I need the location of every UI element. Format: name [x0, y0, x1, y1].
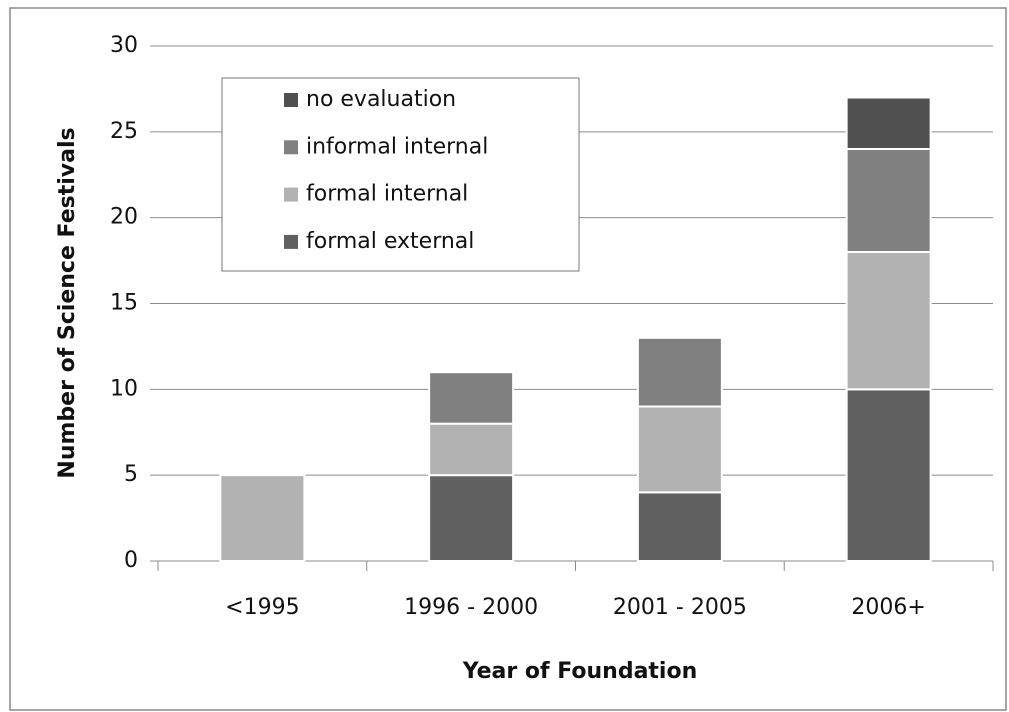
legend-label: formal internal — [306, 182, 468, 207]
y-axis-label: Number of Science Festivals — [55, 127, 80, 478]
bar-segment — [428, 371, 515, 425]
y-tick-label: 15 — [110, 291, 138, 316]
bar-segment — [845, 251, 932, 391]
y-tick-label: 20 — [110, 205, 138, 230]
y-tick-label: 25 — [110, 119, 138, 144]
bar-segment — [219, 474, 306, 562]
bar-segment — [636, 405, 723, 494]
legend-label: informal internal — [306, 134, 488, 159]
bar-segment — [636, 336, 723, 408]
legend-label: formal external — [306, 229, 474, 254]
legend-swatch — [284, 234, 298, 249]
bar-segment — [845, 148, 932, 253]
bar-segment — [428, 422, 515, 477]
x-tick-label: <1995 — [225, 595, 299, 620]
y-tick-label: 30 — [110, 33, 138, 58]
bar-segment — [428, 474, 515, 562]
legend-swatch — [284, 140, 298, 155]
bar-segment — [636, 491, 723, 563]
y-tick-label: 5 — [124, 462, 138, 487]
y-tick-label: 10 — [110, 376, 138, 401]
x-tick-label: 2006+ — [851, 595, 925, 620]
x-axis-label: Year of Foundation — [462, 659, 698, 684]
x-tick-label: 2001 - 2005 — [613, 595, 747, 620]
bar-segment — [845, 96, 932, 150]
legend-swatch — [284, 187, 298, 202]
x-tick-label: 1996 - 2000 — [404, 595, 538, 620]
bar-segment — [845, 388, 932, 563]
y-tick-label: 0 — [124, 548, 138, 573]
legend-label: no evaluation — [306, 87, 456, 112]
legend-box — [221, 77, 580, 272]
legend-swatch — [284, 93, 298, 107]
